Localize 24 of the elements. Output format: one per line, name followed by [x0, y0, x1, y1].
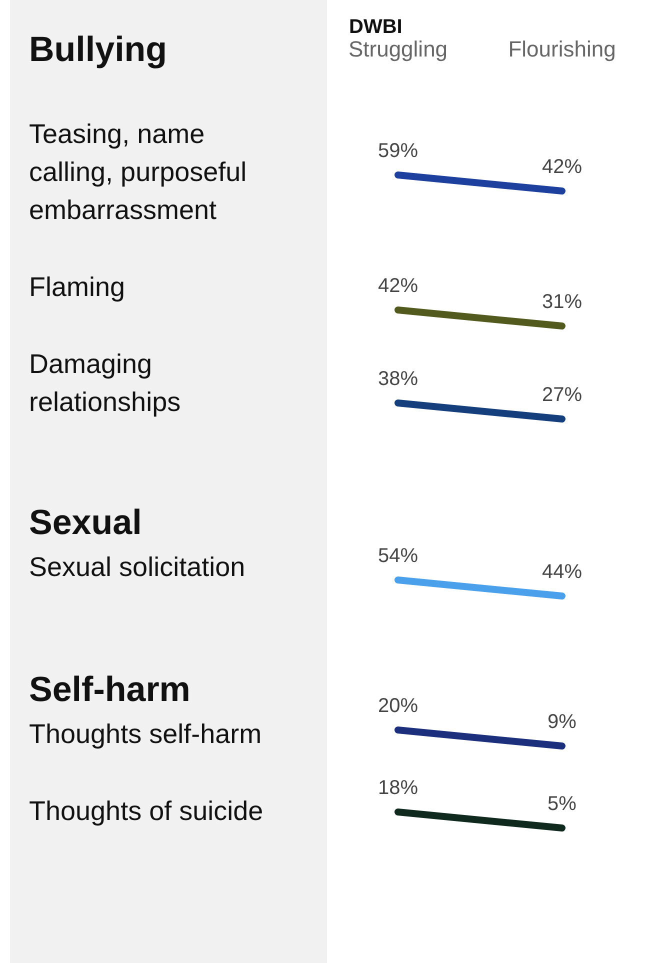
- data-label: 31%: [542, 291, 582, 313]
- data-label: 27%: [542, 384, 582, 406]
- data-label: 5%: [548, 793, 577, 815]
- chart-title: Bullying: [29, 30, 168, 70]
- x-tick-label: Struggling: [348, 36, 448, 62]
- data-label: 42%: [378, 275, 418, 297]
- y-axis-title: Sexual solicitation: [29, 551, 246, 584]
- x-tick-label: Flourishing: [508, 36, 616, 62]
- data-label: 20%: [378, 695, 418, 717]
- data-label: 38%: [378, 368, 418, 390]
- data-label: 42%: [542, 156, 582, 178]
- y-axis-title: Flaming: [29, 271, 126, 304]
- data-label: 18%: [378, 777, 418, 799]
- data-label: 44%: [542, 561, 582, 583]
- y-axis-title: Teasing, name calling, purposeful embarrassment: [29, 118, 248, 227]
- chart-title: Sexual: [29, 503, 142, 543]
- y-axis-title: Thoughts of suicide: [29, 795, 264, 828]
- y-axis-title: Thoughts self-harm: [29, 718, 263, 751]
- chart-title: Self-harm: [29, 670, 190, 710]
- data-label: 59%: [378, 140, 418, 162]
- data-label: 9%: [548, 711, 577, 733]
- y-axis-title: Damaging relationships: [29, 348, 182, 419]
- x-axis-title: DWBI: [349, 16, 402, 39]
- data-label: 54%: [378, 545, 418, 567]
